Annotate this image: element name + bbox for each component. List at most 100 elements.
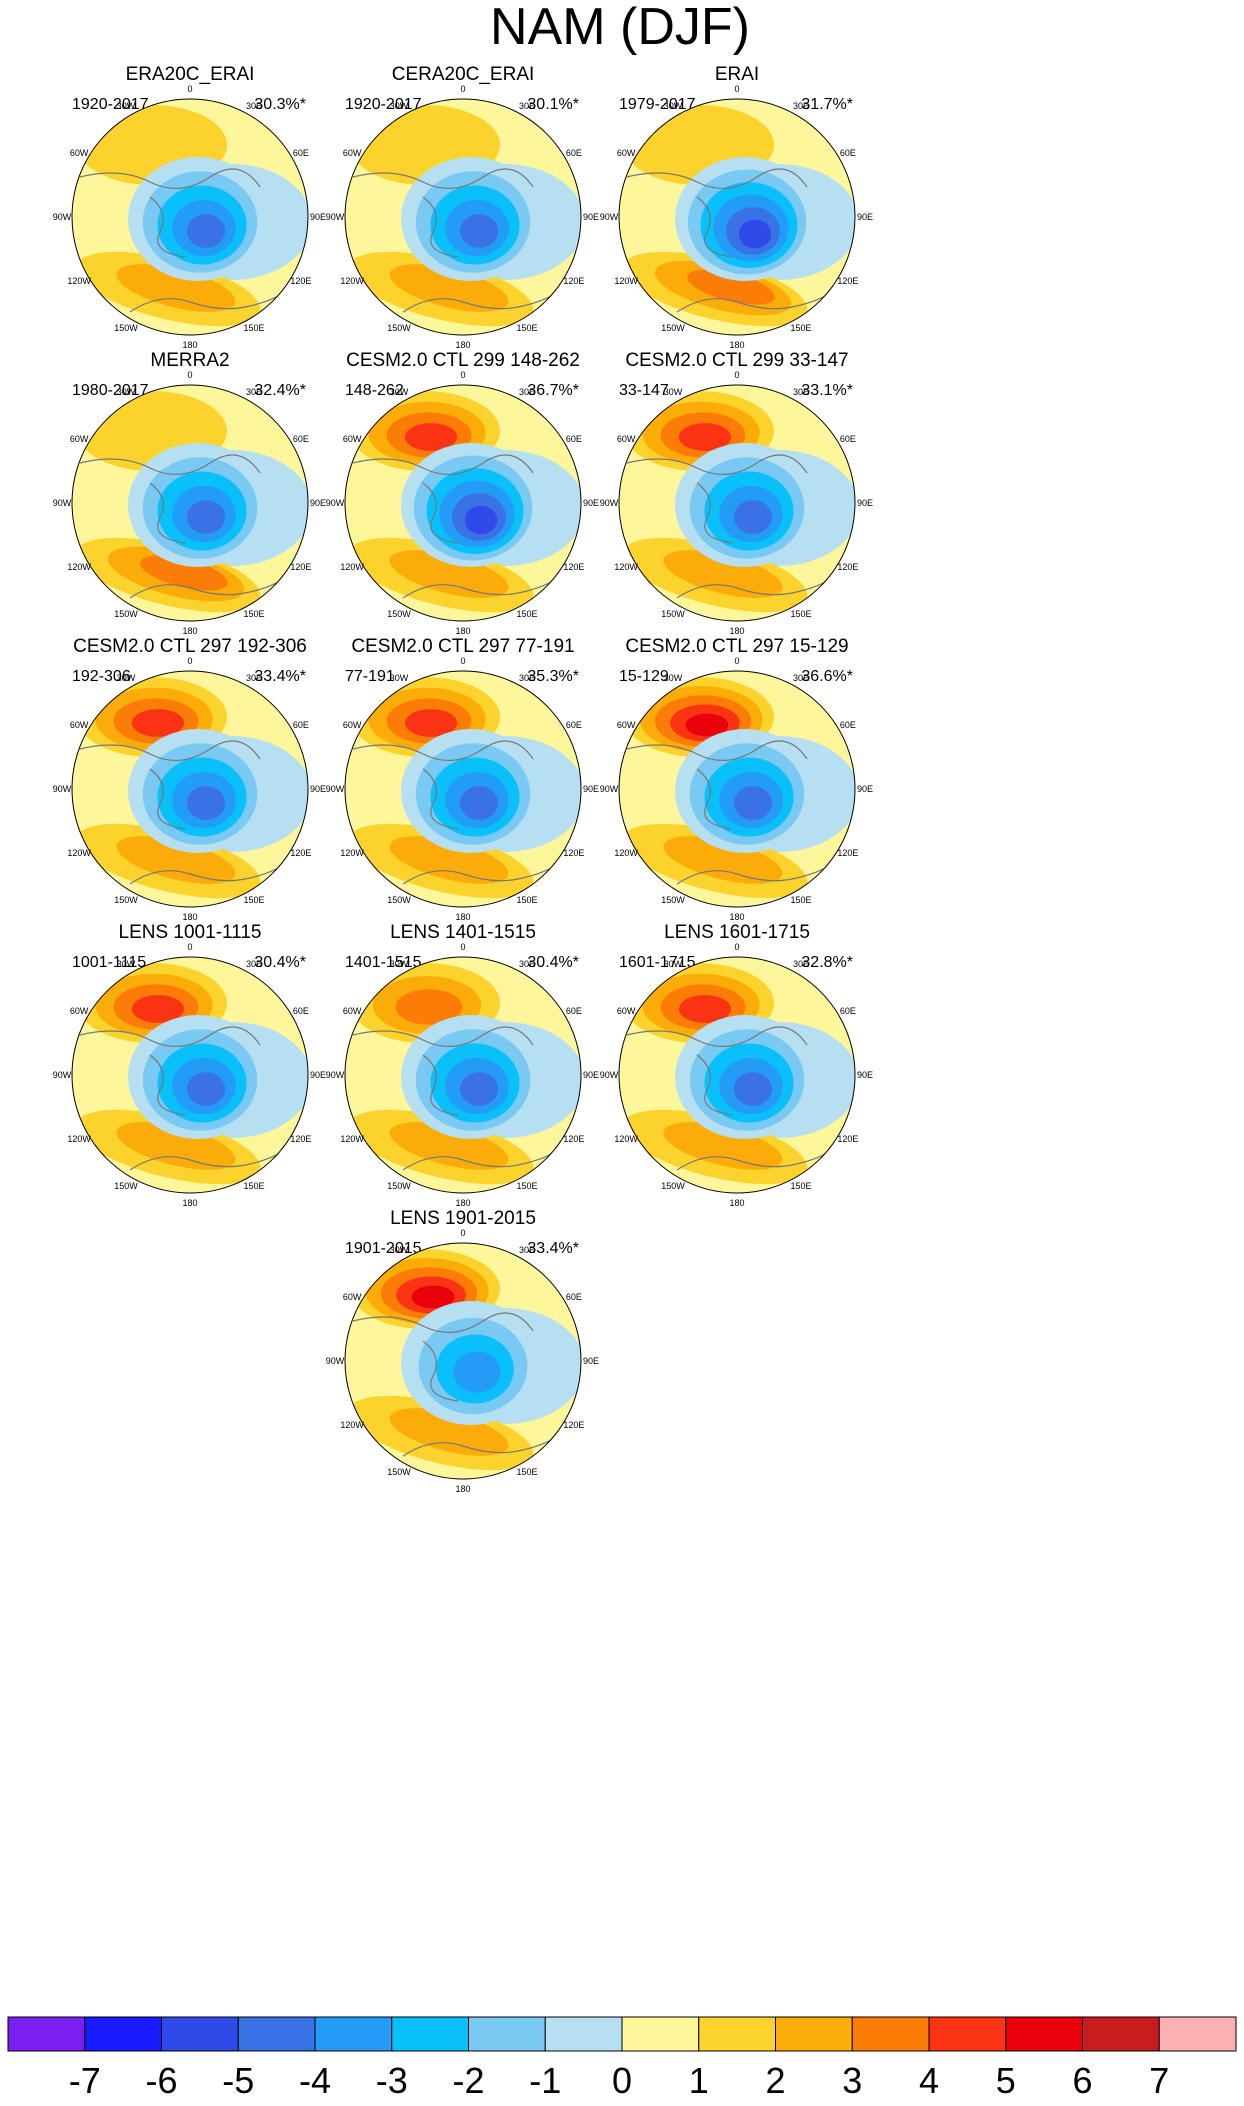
colorbar-segment: [851, 2016, 930, 2052]
map-border: [71, 956, 309, 1194]
longitude-label: 30E: [519, 387, 535, 397]
longitude-label: 90E: [583, 212, 599, 222]
longitude-label: 30W: [117, 387, 136, 397]
longitude-label: 0: [460, 370, 465, 380]
longitude-label: 120E: [563, 848, 584, 858]
map-border: [618, 384, 856, 622]
coastline: [402, 1149, 559, 1171]
colorbar-segment: [84, 2016, 162, 2052]
longitude-label: 120W: [614, 562, 638, 572]
panel-variance: 33.1%*: [801, 382, 853, 399]
map-border: [618, 956, 856, 1194]
longitude-label: 90W: [53, 498, 72, 508]
longitude-label: 30W: [390, 387, 409, 397]
longitude-label: 90E: [583, 498, 599, 508]
longitude-label: 60E: [566, 148, 582, 158]
longitude-label: 60W: [343, 434, 362, 444]
longitude-label: 90W: [53, 1070, 72, 1080]
longitude-label: 90W: [600, 212, 619, 222]
longitude-label: 120W: [67, 562, 91, 572]
longitude-label: 150W: [661, 1181, 685, 1191]
longitude-label: 150E: [790, 609, 811, 619]
longitude-label: 150W: [661, 609, 685, 619]
longitude-label: 90E: [310, 784, 326, 794]
panel-title: CESM2.0 CTL 299 148-262: [346, 350, 580, 371]
coastline: [129, 577, 286, 599]
longitude-label: 30W: [664, 101, 683, 111]
panel-title: ERAI: [715, 64, 759, 85]
longitude-label: 150W: [387, 609, 411, 619]
map-panel: CESM2.0 CTL 297 77-191 77-191 35.3%* 180 150…: [326, 636, 599, 922]
longitude-label: 60E: [840, 148, 856, 158]
longitude-label: 60W: [617, 148, 636, 158]
colorbar-segment: [775, 2016, 853, 2052]
longitude-label: 0: [734, 942, 739, 952]
longitude-label: 120W: [67, 276, 91, 286]
panel-period: 192-306: [72, 668, 131, 685]
panel-title: CERA20C_ERAI: [392, 64, 535, 85]
panel-title: LENS 1601-1715: [664, 922, 810, 943]
longitude-label: 120E: [563, 276, 584, 286]
colorbar-segment: [698, 2016, 776, 2052]
longitude-label: 90E: [310, 212, 326, 222]
longitude-label: 30E: [793, 387, 809, 397]
pacific-positive-contour: [685, 713, 729, 737]
longitude-label: 120W: [340, 276, 364, 286]
coastline: [129, 863, 286, 885]
longitude-label: 120W: [614, 848, 638, 858]
atlantic-positive-contour: [389, 836, 509, 884]
panel-title: CESM2.0 CTL 299 33-147: [625, 350, 848, 371]
panel-title: CESM2.0 CTL 297 77-191: [351, 636, 574, 657]
longitude-label: 120E: [290, 562, 311, 572]
longitude-label: 90E: [310, 1070, 326, 1080]
longitude-label: 120W: [67, 848, 91, 858]
longitude-label: 90W: [326, 1070, 345, 1080]
colorbar-tick-label: -2: [452, 2060, 484, 2101]
longitude-label: 150W: [661, 323, 685, 333]
map-panel: CESM2.0 CTL 297 192-306 192-306 33.4%* 180 1…: [53, 636, 326, 922]
arctic-negative-contour: [464, 505, 498, 535]
longitude-label: 30W: [664, 673, 683, 683]
colorbar-tick-label: -6: [145, 2060, 177, 2101]
colorbar-tick-label: -5: [222, 2060, 254, 2101]
longitude-label: 120E: [563, 562, 584, 572]
longitude-label: 120E: [290, 1134, 311, 1144]
coastline: [352, 1026, 534, 1048]
atlantic-positive-contour: [140, 555, 228, 591]
pacific-positive-contour: [131, 995, 185, 1023]
colorbar-tick-label: 1: [689, 2060, 709, 2101]
longitude-label: 150E: [790, 323, 811, 333]
longitude-label: 0: [460, 942, 465, 952]
longitude-label: 180: [455, 1484, 470, 1494]
atlantic-positive-contour: [389, 1408, 509, 1456]
longitude-label: 60E: [566, 1006, 582, 1016]
longitude-label: 60W: [617, 720, 636, 730]
longitude-label: 0: [734, 84, 739, 94]
longitude-label: 30W: [117, 673, 136, 683]
longitude-label: 60W: [617, 1006, 636, 1016]
coastline: [352, 1312, 534, 1334]
panel-period: 1001-1115: [72, 954, 146, 971]
longitude-label: 120E: [837, 848, 858, 858]
colorbar-segment: [7, 2016, 86, 2052]
coastline: [422, 482, 459, 544]
coastline: [422, 1054, 459, 1116]
coastline: [149, 482, 186, 544]
longitude-label: 0: [187, 656, 192, 666]
panel-period: 1401-1515: [345, 954, 422, 971]
colorbar-segment: [161, 2016, 239, 2052]
longitude-label: 60W: [70, 1006, 89, 1016]
panel-variance: 36.7%*: [527, 382, 579, 399]
longitude-label: 150E: [516, 1181, 537, 1191]
arctic-negative-contour: [738, 219, 772, 249]
panel-variance: 35.3%*: [527, 668, 579, 685]
longitude-label: 150E: [243, 323, 264, 333]
colorbar: -7 -6 -5 -4 -3 -2 -1 0 1 2 3 4 5 6 7: [7, 2016, 1237, 2101]
colorbar-segment: [1082, 2016, 1160, 2052]
longitude-label: 60W: [343, 1292, 362, 1302]
longitude-label: 90W: [600, 498, 619, 508]
longitude-label: 150W: [114, 609, 138, 619]
atlantic-positive-contour: [389, 1122, 509, 1170]
longitude-label: 60E: [566, 1292, 582, 1302]
